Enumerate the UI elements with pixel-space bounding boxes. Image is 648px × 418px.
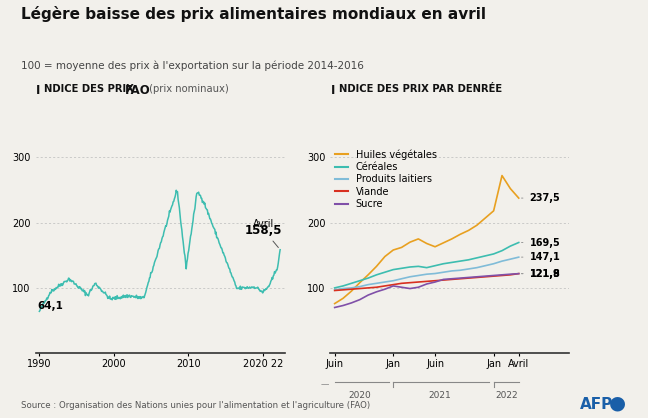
Text: (prix nominaux): (prix nominaux)	[146, 84, 229, 94]
Text: I: I	[330, 84, 335, 97]
Text: 147,1: 147,1	[529, 252, 561, 262]
Text: 100 = moyenne des prix à l'exportation sur la période 2014-2016: 100 = moyenne des prix à l'exportation s…	[21, 61, 364, 71]
Text: 64,1: 64,1	[38, 301, 64, 311]
Text: FAO: FAO	[125, 84, 151, 97]
Text: 237,5: 237,5	[529, 193, 561, 203]
Text: I: I	[36, 84, 40, 97]
Text: ●: ●	[609, 394, 626, 413]
Text: Source : Organisation des Nations unies pour l'alimentation et l'agriculture (FA: Source : Organisation des Nations unies …	[21, 401, 370, 410]
Text: 121,8: 121,8	[529, 269, 561, 279]
Text: —: —	[321, 380, 329, 389]
Text: 158,5: 158,5	[245, 224, 283, 237]
Text: 2022: 2022	[495, 391, 518, 400]
Text: Avril: Avril	[253, 219, 274, 229]
Legend: Huiles végétales, Céréales, Produits laitiers, Viande, Sucre: Huiles végétales, Céréales, Produits lai…	[336, 149, 437, 209]
Text: 169,5: 169,5	[529, 237, 561, 247]
Text: AFP: AFP	[580, 397, 613, 412]
Text: 2021: 2021	[428, 391, 450, 400]
Text: Légère baisse des prix alimentaires mondiaux en avril: Légère baisse des prix alimentaires mond…	[21, 6, 486, 22]
Text: 121,9: 121,9	[529, 269, 561, 278]
Text: NDICE DES PRIX PAR DENRÉE: NDICE DES PRIX PAR DENRÉE	[339, 84, 502, 94]
Text: NDICE DES PRIX: NDICE DES PRIX	[44, 84, 137, 94]
Text: 2020: 2020	[349, 391, 371, 400]
